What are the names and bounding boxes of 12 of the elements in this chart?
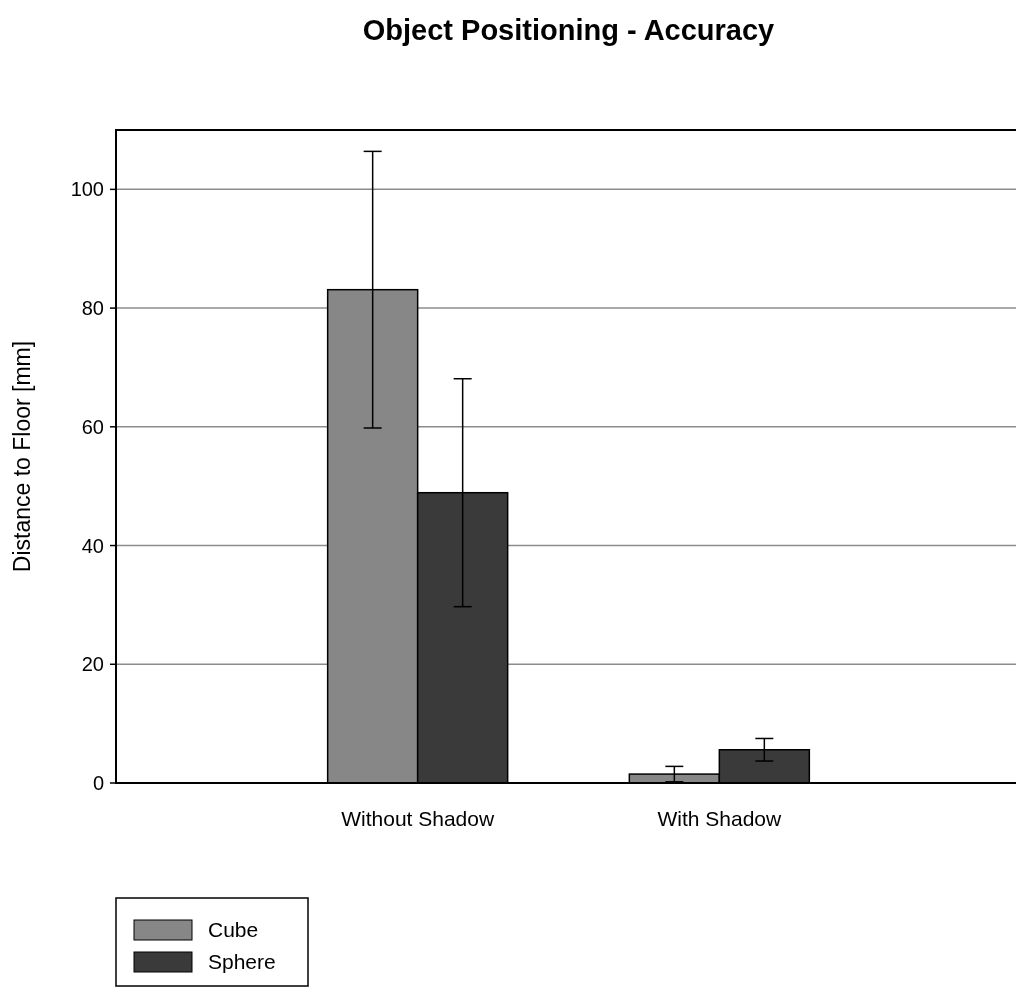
y-tick-label: 80: [81, 297, 104, 320]
y-tick-label: 60: [81, 415, 104, 438]
y-tick-label: 20: [81, 653, 104, 676]
chart-title: Object Positioning - Accuracy: [362, 14, 775, 46]
legend-label: Sphere: [208, 950, 276, 974]
x-tick-label: Without Shadow: [341, 807, 495, 830]
y-tick-label: 100: [70, 178, 104, 201]
x-tick-label: With Shadow: [657, 807, 783, 830]
y-tick-label: 40: [81, 534, 104, 557]
legend-label: Cube: [208, 918, 259, 942]
y-axis-title: Distance to Floor [mm]: [9, 340, 35, 573]
y-tick-label: 0: [92, 772, 104, 794]
